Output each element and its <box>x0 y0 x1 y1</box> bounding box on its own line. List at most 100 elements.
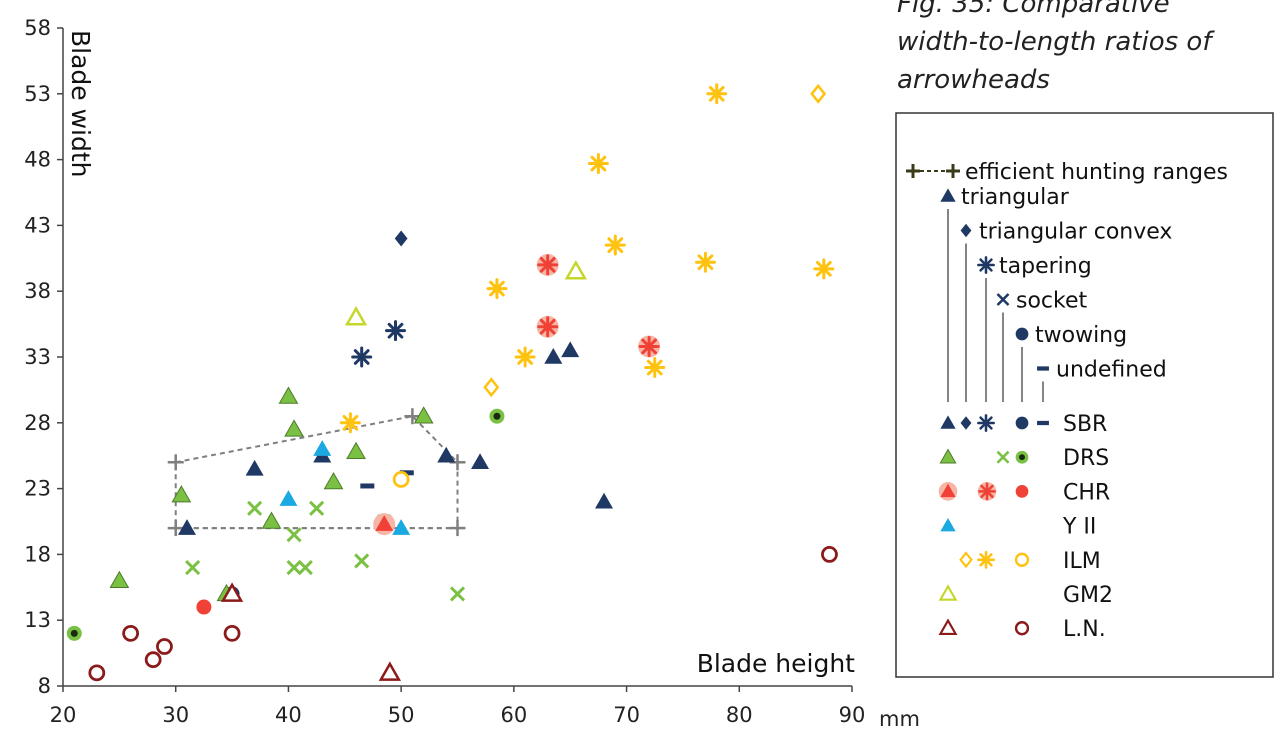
legend-row-marker <box>938 618 958 635</box>
marker-asterisk-arm <box>979 416 993 430</box>
x-tick-label: 40 <box>275 703 302 727</box>
marker-triangle <box>471 453 490 470</box>
data-point <box>354 553 370 569</box>
data-point <box>483 377 500 398</box>
x-tick-label: 50 <box>388 703 415 727</box>
data-point <box>323 472 344 490</box>
data-point <box>297 559 313 576</box>
y-tick-label: 8 <box>38 674 51 698</box>
marker-asterisk-arm <box>353 349 370 365</box>
marker-asterisk-arm <box>539 318 556 335</box>
y-tick-label: 23 <box>24 477 51 501</box>
marker-triangle <box>172 486 191 502</box>
legend-row-marker <box>938 584 958 601</box>
marker-triangle <box>110 571 129 588</box>
marker-asterisk-arm <box>708 85 725 102</box>
x-axis-title: Blade height <box>697 649 855 678</box>
legend-shape-marker <box>1037 366 1049 371</box>
legend-row-marker <box>1015 416 1029 430</box>
legend-row-label: GM2 <box>1063 583 1113 608</box>
marker-circle <box>1014 621 1030 636</box>
data-point <box>810 83 827 104</box>
marker-asterisk-arm <box>641 338 657 355</box>
data-point <box>245 459 264 476</box>
marker-circle <box>1015 327 1029 341</box>
x-tick-label: 90 <box>839 703 866 727</box>
data-point <box>286 527 302 543</box>
marker-triangle <box>414 407 433 423</box>
y-axis-title: Blade width <box>66 30 95 178</box>
data-point <box>486 278 508 300</box>
data-point <box>514 346 536 368</box>
marker-triangle <box>940 517 956 532</box>
marker-diamond <box>960 416 972 430</box>
marker-dash <box>360 483 375 489</box>
y-tick-label: 28 <box>24 411 51 435</box>
marker-asterisk-arm <box>539 257 556 273</box>
data-point <box>339 412 361 434</box>
legend-row-marker <box>959 551 973 569</box>
marker-dash <box>1037 420 1049 426</box>
marker-cross-arm <box>996 293 1010 306</box>
x-tick-label: 20 <box>50 703 77 727</box>
data-point <box>144 651 162 669</box>
legend-shape-label: tapering <box>999 254 1092 279</box>
y-tick-label: 13 <box>24 608 51 632</box>
data-point <box>278 386 299 404</box>
data-point <box>373 513 396 536</box>
y-tick-label: 58 <box>24 16 51 40</box>
legend-row-marker <box>977 414 995 432</box>
marker-asterisk-arm <box>342 414 359 431</box>
data-point <box>122 624 140 642</box>
data-point <box>346 441 366 460</box>
data-point <box>489 408 505 424</box>
data-point <box>587 153 609 175</box>
marker-asterisk-arm <box>607 237 624 254</box>
y-tick-label: 48 <box>24 148 51 172</box>
data-point <box>284 419 304 437</box>
data-point <box>392 519 411 535</box>
marker-triangle <box>940 415 956 429</box>
data-point <box>544 348 563 364</box>
data-point <box>564 259 588 280</box>
x-axis-unit: mm <box>879 707 920 731</box>
legend-row-marker <box>940 517 956 532</box>
data-point <box>706 83 728 105</box>
marker-triangle <box>324 473 343 489</box>
marker-circle <box>88 664 106 682</box>
marker-dash <box>399 470 414 476</box>
marker-asterisk-arm <box>517 349 533 365</box>
data-point <box>638 335 661 358</box>
marker-triangle <box>392 519 411 535</box>
marker-outline <box>939 448 957 464</box>
marker-cross-arm <box>996 450 1010 464</box>
marker-cross-arm <box>247 500 263 516</box>
marker-triangle <box>938 618 958 635</box>
legend-row-marker <box>1014 552 1030 567</box>
data-point <box>344 306 368 326</box>
data-point <box>471 453 490 470</box>
x-tick-label: 60 <box>500 703 527 727</box>
data-point <box>595 492 614 509</box>
marker-outline <box>261 511 282 529</box>
data-point <box>385 320 407 342</box>
marker-dash <box>1037 366 1049 371</box>
marker-circle <box>223 624 241 642</box>
legend-hunting-label: efficient hunting ranges <box>965 160 1228 185</box>
marker-circle <box>392 470 410 488</box>
marker-triangle <box>177 519 196 535</box>
axes: 8 13 18 23 28 33 38 43 48 53 58 20 30 40 50 60 70 80 90 <box>24 16 865 727</box>
data-point <box>223 624 241 642</box>
data-point <box>392 470 410 488</box>
data-point <box>437 446 456 463</box>
legend-row-label: ILM <box>1063 549 1101 574</box>
legend-row-label: DRS <box>1063 446 1109 471</box>
legend-shape-marker <box>940 188 956 202</box>
marker-asterisk-arm <box>387 322 404 339</box>
marker-triangle <box>564 259 588 280</box>
caption-line-3: arrowheads <box>897 65 1050 95</box>
legend-shape-marker <box>977 256 995 274</box>
marker-outline <box>109 570 130 588</box>
marker-triangle <box>378 661 402 681</box>
legend-row-marker <box>1014 621 1030 636</box>
